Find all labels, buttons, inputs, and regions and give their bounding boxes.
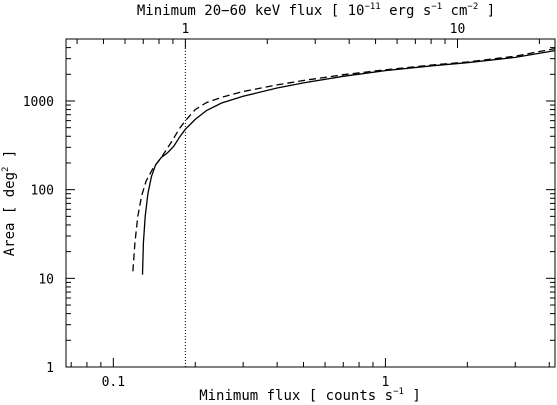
top-tick-label: 10	[450, 22, 466, 37]
x-axis-title: Minimum flux [ counts s−1 ]	[199, 387, 421, 404]
y-tick-label: 100	[31, 184, 54, 199]
series-line-dashed	[132, 47, 556, 272]
right-axis-ticks	[546, 38, 555, 368]
y-tick-label: 10	[38, 272, 54, 287]
y-axis-title: Area [ deg2 ]	[1, 150, 18, 257]
x-tick-label: 0.1	[102, 375, 125, 390]
y-tick-label: 1	[46, 361, 54, 376]
left-axis-ticks: 1 10 100 1000	[23, 38, 75, 376]
y-tick-label: 1000	[23, 95, 54, 110]
series-line-solid	[141, 49, 556, 275]
plot-frame	[65, 38, 556, 368]
top-tick-label: 1	[181, 22, 189, 37]
top-axis-ticks: 1 10	[76, 22, 540, 48]
top-axis-title: Minimum 20−60 keV flux [ 10−11 erg s−1 c…	[137, 2, 495, 19]
series-layer	[132, 39, 556, 367]
bottom-axis-ticks: 0.1 1	[70, 358, 550, 390]
x-tick-label: 1	[382, 375, 390, 390]
